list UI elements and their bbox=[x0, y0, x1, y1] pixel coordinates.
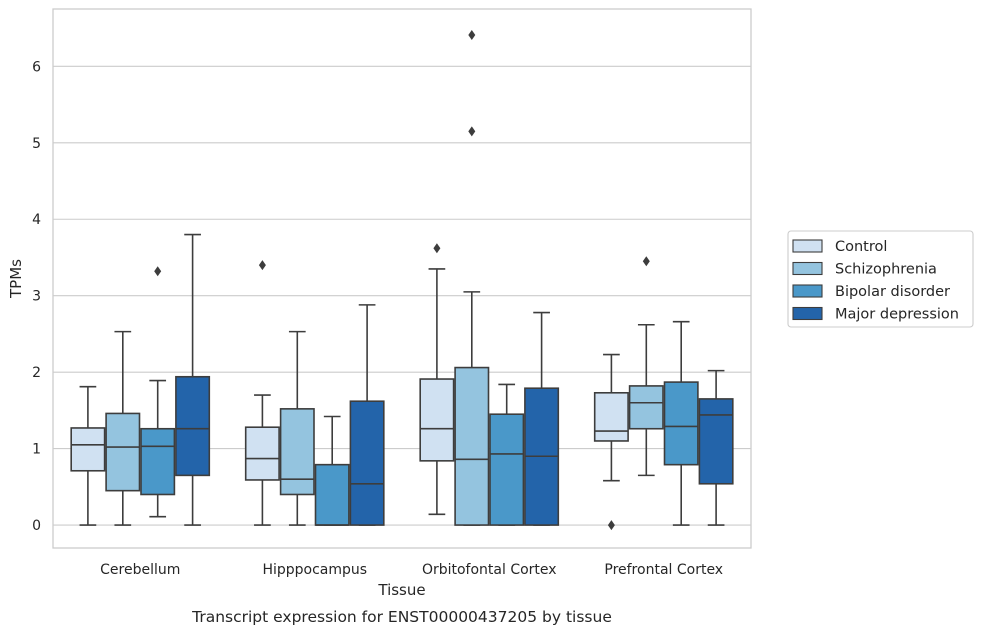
legend-swatch bbox=[792, 239, 823, 253]
legend-label: Control bbox=[835, 239, 887, 255]
outlier-point bbox=[468, 126, 476, 137]
legend-label: Schizophrenia bbox=[835, 262, 937, 278]
y-tick-label: 2 bbox=[32, 365, 41, 381]
box bbox=[70, 427, 106, 472]
y-axis-ticks: 0 1 2 3 4 5 6 bbox=[32, 59, 41, 534]
x-axis-label: Tissue bbox=[377, 581, 425, 599]
x-tick-label: Cerebellum bbox=[100, 562, 180, 578]
x-tick-label: Prefrontal Cortex bbox=[604, 562, 723, 578]
y-tick-label: 3 bbox=[32, 289, 41, 305]
box bbox=[314, 463, 350, 526]
y-axis-label: TPMs bbox=[7, 259, 25, 299]
box-schizophrenia bbox=[454, 29, 490, 526]
legend-label: Bipolar disorder bbox=[835, 284, 950, 300]
x-tick-label: Hipppocampus bbox=[262, 562, 367, 578]
box-bipolar-disorder bbox=[140, 266, 176, 518]
box-schizophrenia bbox=[105, 330, 141, 526]
box bbox=[419, 378, 455, 462]
y-tick-label: 5 bbox=[32, 136, 41, 152]
box bbox=[454, 366, 490, 526]
box-control bbox=[419, 243, 455, 516]
y-tick-label: 6 bbox=[32, 59, 41, 75]
outlier-point bbox=[607, 520, 615, 531]
outlier-point bbox=[154, 266, 162, 277]
box-bipolar-disorder bbox=[489, 383, 525, 526]
y-tick-label: 1 bbox=[32, 442, 41, 458]
box bbox=[349, 400, 385, 526]
legend-label: Major depression bbox=[835, 307, 959, 323]
box bbox=[279, 408, 315, 496]
box-schizophrenia bbox=[628, 256, 664, 477]
box bbox=[698, 398, 734, 485]
box bbox=[140, 427, 176, 496]
box-bipolar-disorder bbox=[314, 415, 350, 526]
box bbox=[244, 426, 280, 481]
box-bipolar-disorder bbox=[663, 320, 699, 526]
box-control bbox=[70, 385, 106, 526]
box-major-depression bbox=[175, 233, 211, 526]
chart-caption: Transcript expression for ENST0000043720… bbox=[191, 608, 612, 626]
x-tick-label: Orbitofontal Cortex bbox=[422, 562, 557, 578]
box bbox=[489, 413, 525, 526]
box-series bbox=[70, 29, 734, 531]
box bbox=[663, 381, 699, 466]
box-control bbox=[244, 260, 280, 526]
box bbox=[593, 391, 629, 442]
outlier-point bbox=[642, 256, 650, 267]
legend-frame bbox=[787, 230, 974, 328]
y-tick-label: 4 bbox=[32, 212, 41, 228]
box-schizophrenia bbox=[279, 330, 315, 526]
box-major-depression bbox=[698, 369, 734, 526]
y-tick-label: 0 bbox=[32, 518, 41, 534]
box bbox=[175, 375, 211, 477]
legend-swatch bbox=[792, 306, 823, 321]
outlier-point bbox=[433, 243, 441, 254]
box-major-depression bbox=[349, 304, 385, 526]
box-major-depression bbox=[524, 311, 560, 526]
outlier-point bbox=[258, 260, 266, 271]
x-axis-ticks: Cerebellum Hipppocampus Orbitofontal Corte… bbox=[100, 562, 723, 578]
box bbox=[105, 412, 141, 492]
legend-swatch bbox=[792, 261, 823, 276]
legend: Control Schizophrenia Bipolar disorder Majo… bbox=[787, 230, 974, 328]
box bbox=[628, 385, 664, 430]
outlier-point bbox=[468, 29, 476, 40]
legend-swatch bbox=[792, 284, 823, 298]
box-control bbox=[593, 353, 629, 531]
